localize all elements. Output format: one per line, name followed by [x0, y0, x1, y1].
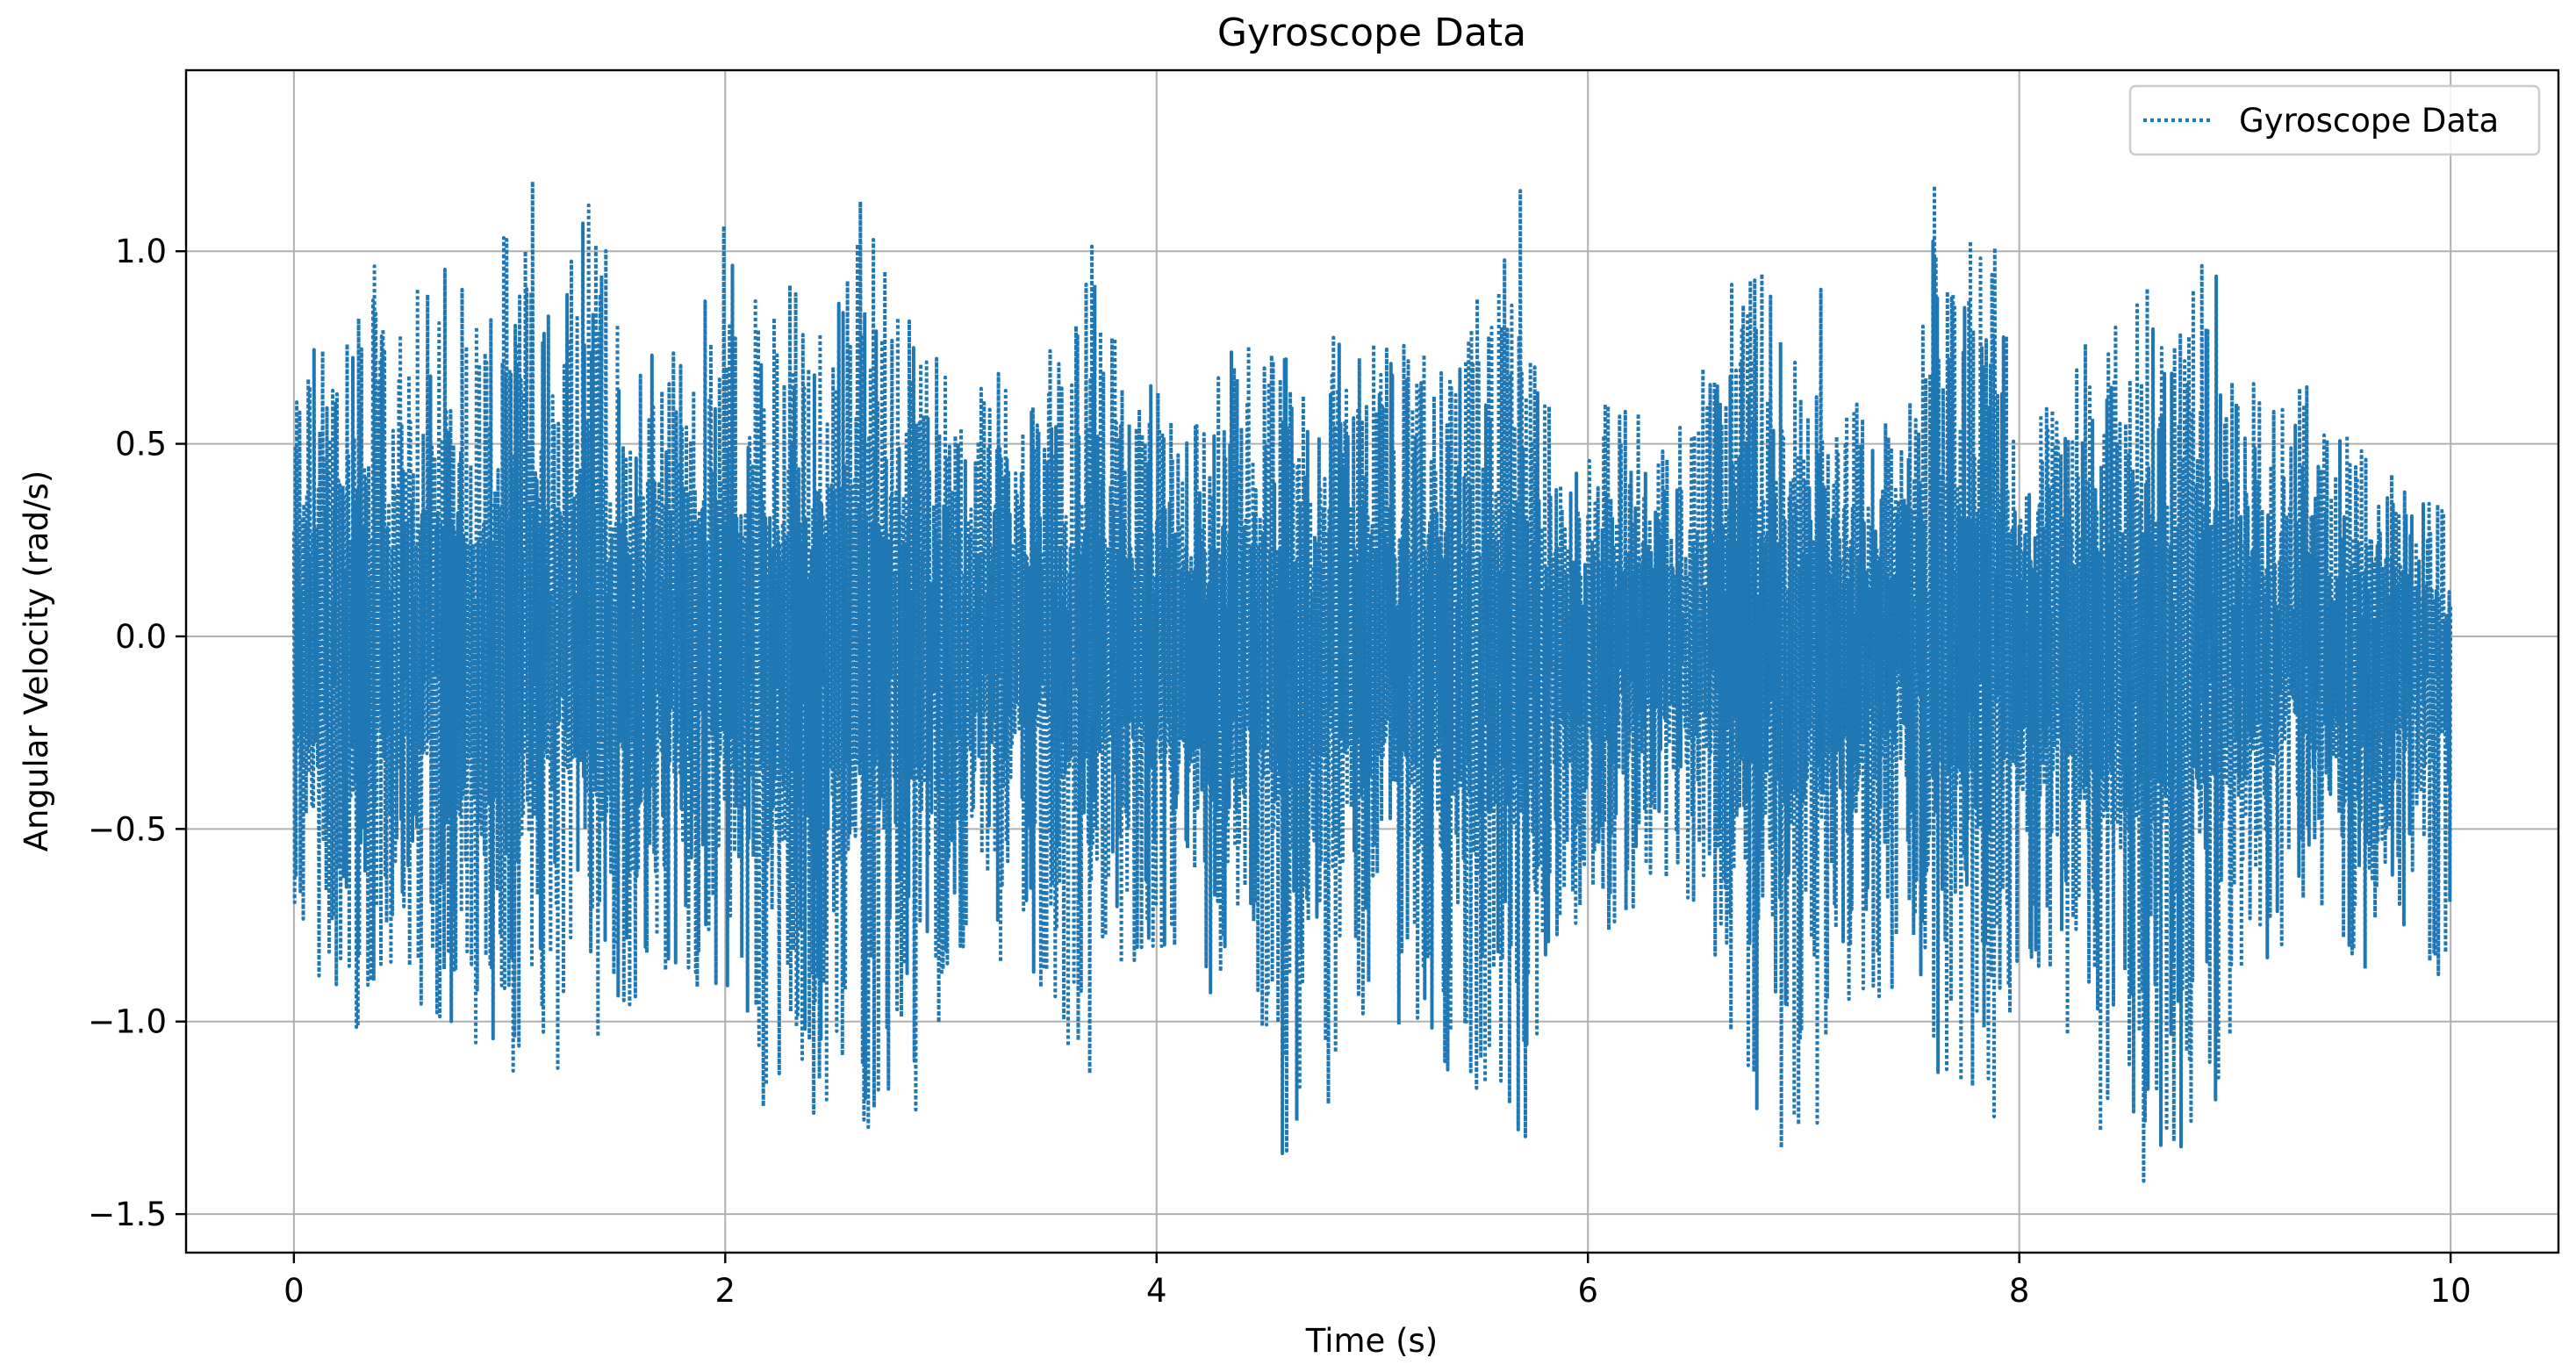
x-tick-label: 10 — [2430, 1272, 2472, 1310]
series-gyroscope-data — [291, 179, 2453, 1183]
y-tick-label: 0.5 — [115, 426, 167, 463]
y-tick-label: −1.0 — [88, 1003, 167, 1041]
grid — [186, 70, 2558, 1253]
x-tick-label: 2 — [715, 1272, 736, 1310]
x-tick-label: 4 — [1146, 1272, 1167, 1310]
ticks: 0 2 4 6 8 10 −1.5 −1.0 −0.5 0.0 0.5 1.0 — [88, 233, 2472, 1310]
x-tick-label: 6 — [1577, 1272, 1598, 1310]
y-tick-label: −0.5 — [88, 810, 167, 848]
x-tick-label: 0 — [283, 1272, 305, 1310]
legend: Gyroscope Data — [2128, 84, 2541, 156]
y-tick-label: −1.5 — [88, 1196, 167, 1233]
x-axis-label: Time (s) — [1305, 1322, 1438, 1360]
x-tick-label: 8 — [2009, 1272, 2030, 1310]
y-tick-label: 0.0 — [115, 618, 167, 656]
series-line — [291, 179, 2453, 1183]
chart-title: Gyroscope Data — [1217, 11, 1526, 55]
legend-label: Gyroscope Data — [2239, 102, 2499, 140]
legend-box — [2128, 84, 2541, 156]
y-axis-label: Angular Velocity (rad/s) — [18, 471, 55, 852]
y-tick-label: 1.0 — [115, 233, 167, 270]
plot-frame — [184, 68, 2560, 1254]
